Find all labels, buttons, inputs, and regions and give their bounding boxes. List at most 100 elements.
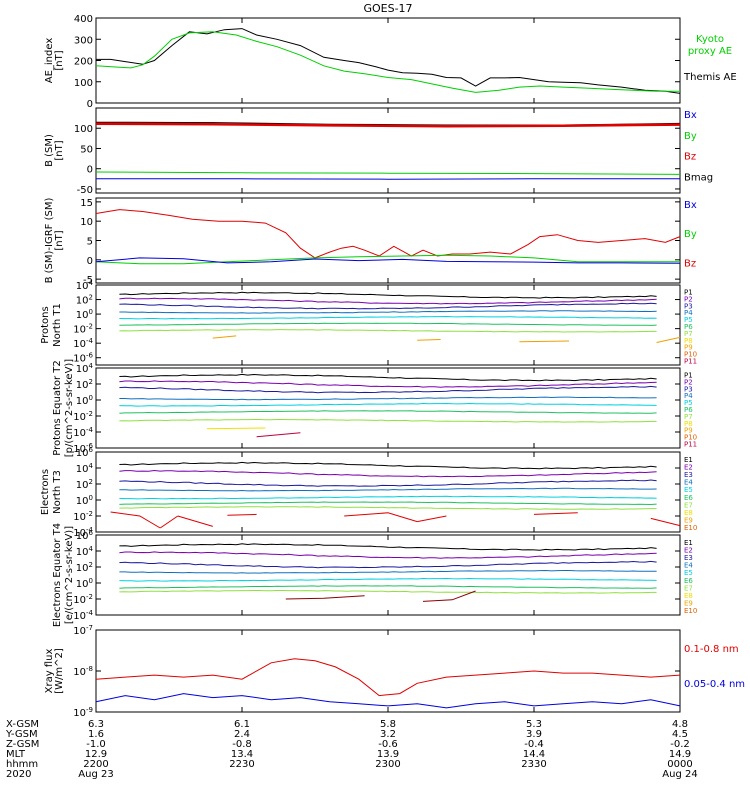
- channel-trace-3: [119, 385, 657, 394]
- ephemeris-value: -0.6: [378, 739, 398, 750]
- series-by: [95, 171, 681, 175]
- channel-trace-2: [119, 469, 657, 478]
- y-tick-label: 10-8: [73, 665, 93, 678]
- y-tick-label: 10-6: [73, 442, 93, 455]
- legend-p11: P11: [684, 358, 697, 366]
- channel-fragment: [285, 595, 365, 600]
- legend-kyoto: Kyoto: [696, 34, 724, 45]
- legend-e3: E3: [684, 471, 693, 479]
- ephemeris-value: -0.2: [670, 739, 690, 750]
- legend-xray-short: 0.05-0.4 nm: [684, 679, 745, 690]
- ephemeris-value: 14.9: [669, 749, 691, 760]
- legend-bmag: Bmag: [684, 173, 713, 184]
- legend-e4: E4: [684, 562, 693, 570]
- channel-fragment: [650, 517, 681, 527]
- y-tick-label: 102: [76, 378, 93, 391]
- legend-p5: P5: [684, 399, 693, 407]
- y-tick-label: -50: [77, 185, 93, 196]
- channel-trace-5: [119, 315, 657, 320]
- ephemeris-value: 5.3: [526, 719, 542, 730]
- y-tick-label: 10-2: [73, 323, 93, 336]
- legend-e1: E1: [684, 539, 693, 547]
- y-tick-label: 102: [76, 561, 93, 574]
- y-axis-label: B (SM)-IGRF (SM): [44, 198, 55, 284]
- legend-p11: P11: [684, 441, 697, 449]
- channel-fragment: [212, 335, 237, 339]
- y-tick-label: 10-2: [73, 510, 93, 523]
- channel-trace-4: [119, 310, 657, 314]
- y-tick-label: 10-7: [73, 624, 93, 637]
- legend-kyoto-proxy: proxy AE: [688, 46, 732, 57]
- chart-title: GOES-17: [363, 2, 412, 15]
- legend-bz: Bz: [684, 258, 696, 269]
- ephemeris-value: 2230: [229, 759, 254, 770]
- ephemeris-value: 12.9: [85, 749, 107, 760]
- y-tick-label: 104: [76, 362, 94, 375]
- channel-trace-5: [119, 402, 657, 407]
- channel-fragment: [417, 339, 441, 341]
- series-bz: [95, 209, 681, 259]
- legend-bx: Bx: [684, 200, 697, 211]
- ephemeris-label: Y-GSM: [5, 729, 38, 740]
- ephemeris-value: 5.8: [380, 719, 396, 730]
- legend-e8: E8: [684, 509, 693, 517]
- legend-p4: P4: [684, 392, 693, 400]
- legend-e6: E6: [684, 494, 693, 502]
- ephemeris-value: -1.0: [86, 739, 106, 750]
- panel-frame-3: [95, 197, 681, 284]
- channel-trace-7: [119, 590, 657, 594]
- legend-e5: E5: [684, 569, 693, 577]
- ephemeris-value: 2300: [375, 759, 400, 770]
- ephemeris-value: 3.9: [526, 729, 542, 740]
- channel-fragment: [227, 513, 257, 516]
- y-axis-unit: [e/(cm^2-s-sr-keV)]: [64, 526, 75, 624]
- legend-p6: P6: [684, 323, 693, 331]
- legend-p10: P10: [684, 351, 697, 359]
- ephemeris-value: Aug 24: [662, 769, 697, 780]
- y-tick-label: 400: [74, 14, 93, 25]
- panel-frame-1: [95, 17, 681, 104]
- panel-frame-2: [95, 107, 681, 194]
- y-tick-label: 10-9: [73, 706, 93, 719]
- legend-p7: P7: [684, 413, 693, 421]
- channel-fragment: [256, 432, 301, 438]
- channel-trace-4: [119, 396, 657, 401]
- y-tick-label: 15: [80, 198, 93, 209]
- channel-fragment: [110, 511, 161, 529]
- ephemeris-value: 2330: [521, 759, 546, 770]
- channel-trace-2: [119, 551, 657, 559]
- ephemeris-value: 1.6: [88, 729, 104, 740]
- channel-fragment: [656, 336, 681, 343]
- y-tick-label: 300: [74, 35, 93, 46]
- y-tick-label: 10-4: [73, 426, 93, 439]
- legend-p5: P5: [684, 316, 693, 324]
- ephemeris-value: 13.4: [231, 749, 253, 760]
- series-0-05-0-4-nm: [95, 693, 681, 709]
- ephemeris-value: 2200: [83, 759, 108, 770]
- ephemeris-value: 6.1: [234, 719, 250, 730]
- legend-p9: P9: [684, 344, 693, 352]
- channel-trace-4: [119, 569, 657, 574]
- channel-trace-6: [119, 410, 657, 414]
- y-axis-label: Electrons Equator T4: [52, 523, 63, 627]
- ephemeris-label: Z-GSM: [6, 739, 39, 750]
- panel-frame-8: [95, 629, 681, 713]
- legend-p2: P2: [684, 295, 693, 303]
- ephemeris-label: X-GSM: [6, 719, 39, 730]
- ephemeris-value: -0.8: [232, 739, 252, 750]
- y-tick-label: 100: [74, 78, 93, 89]
- legend-e7: E7: [684, 501, 693, 509]
- ephemeris-value: -0.4: [524, 739, 544, 750]
- channel-trace-5: [119, 495, 657, 500]
- y-tick-label: 10-4: [73, 337, 93, 350]
- channel-trace-7: [119, 329, 657, 333]
- channel-fragment: [519, 340, 570, 343]
- channel-fragment: [533, 512, 578, 515]
- channel-trace-7: [119, 506, 657, 510]
- legend-e9: E9: [684, 517, 693, 525]
- y-tick-label: 10: [80, 217, 93, 228]
- legend-p7: P7: [684, 330, 693, 338]
- y-axis-label: AE_index: [44, 38, 55, 84]
- legend-e7: E7: [684, 584, 693, 592]
- legend-e10: E10: [684, 524, 697, 532]
